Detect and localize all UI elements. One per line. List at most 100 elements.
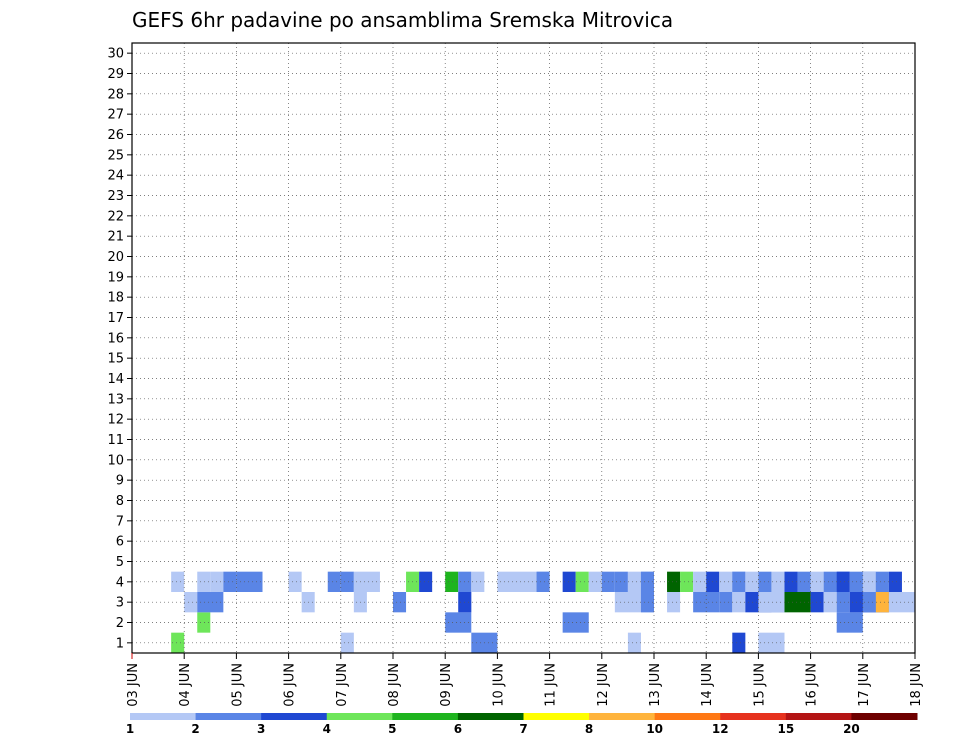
y-tick-label: 24 — [107, 169, 124, 184]
y-tick-label: 2 — [116, 616, 124, 631]
colorbar-label: 15 — [777, 722, 794, 736]
x-tick-label: 16 JUN — [805, 663, 820, 707]
y-tick-label: 28 — [107, 87, 124, 102]
colorbar-swatch — [654, 713, 721, 720]
heatmap-cell — [640, 571, 654, 592]
heatmap-cell — [875, 592, 889, 613]
heatmap-cell — [836, 592, 850, 613]
heatmap-cell — [340, 571, 354, 592]
y-tick-label: 16 — [107, 331, 124, 346]
colorbar-swatch — [326, 713, 393, 720]
y-tick-label: 23 — [107, 189, 124, 204]
y-tick-label: 29 — [107, 67, 124, 82]
heatmap-cell — [340, 632, 354, 653]
heatmap-cell — [562, 612, 589, 633]
colorbar-label: 2 — [191, 722, 199, 736]
heatmap-cell — [393, 592, 407, 613]
colorbar-label: 20 — [843, 722, 860, 736]
heatmap-cell — [875, 571, 889, 592]
x-tick-label: 08 JUN — [387, 663, 402, 707]
heatmap-cell — [536, 571, 550, 592]
colorbar-swatch — [130, 713, 197, 720]
colorbar-label: 10 — [646, 722, 663, 736]
y-tick-label: 8 — [116, 494, 124, 509]
heatmap-cell — [419, 571, 433, 592]
heatmap-cell — [327, 571, 341, 592]
colorbar-swatch — [589, 713, 656, 720]
heatmap-cell — [823, 592, 837, 613]
y-tick-label: 26 — [107, 128, 124, 143]
colorbar-swatch — [261, 713, 328, 720]
heatmap-cell — [719, 592, 733, 613]
x-tick-label: 14 JUN — [700, 663, 715, 707]
y-tick-label: 6 — [116, 535, 124, 550]
heatmap-cell — [771, 592, 785, 613]
y-tick-label: 21 — [107, 230, 124, 245]
y-tick-label: 3 — [116, 596, 124, 611]
heatmap-cell — [471, 571, 485, 592]
x-tick-label: 09 JUN — [439, 663, 454, 707]
heatmap-cell — [614, 571, 628, 592]
heatmap-cell — [836, 571, 850, 592]
heatmap-cell — [732, 632, 746, 653]
colorbar-label: 6 — [454, 722, 462, 736]
heatmap-cell — [836, 612, 863, 633]
heatmap-cell — [445, 612, 472, 633]
x-tick-label: 03 JUN — [126, 663, 141, 707]
colorbar-swatch — [195, 713, 262, 720]
y-tick-label: 7 — [116, 514, 124, 529]
colorbar-swatch — [851, 713, 918, 720]
x-tick-label: 13 JUN — [648, 663, 663, 707]
heatmap-cell — [588, 571, 602, 592]
y-tick-label: 9 — [116, 474, 124, 489]
y-tick-label: 14 — [107, 372, 124, 387]
colorbar-swatch — [457, 713, 524, 720]
y-tick-label: 18 — [107, 291, 124, 306]
heatmap-cell — [288, 571, 302, 592]
heatmap-cell — [640, 592, 654, 613]
heatmap-cell — [667, 571, 681, 592]
heatmap-cell — [862, 571, 876, 592]
heatmap-cell — [784, 592, 811, 613]
x-axis-ticks: 03 JUN 04 JUN 05 JUN 06 JUN 07 JUN 08 JUN 09 J… — [126, 653, 924, 707]
heatmap-cell — [888, 571, 902, 592]
colorbar-swatch — [523, 713, 590, 720]
heatmap-cell — [627, 632, 641, 653]
heatmap-cell — [184, 592, 198, 613]
y-tick-label: 10 — [107, 453, 124, 468]
colorbar-label: 12 — [712, 722, 729, 736]
colorbar-label: 3 — [257, 722, 265, 736]
y-tick-label: 30 — [107, 47, 124, 62]
y-tick-label: 12 — [107, 413, 124, 428]
heatmap-cell — [562, 571, 576, 592]
x-tick-label: 12 JUN — [596, 663, 611, 707]
colorbar-label: 8 — [585, 722, 593, 736]
heatmap-cells — [171, 571, 915, 653]
y-tick-label: 17 — [107, 311, 124, 326]
heatmap-cell — [171, 571, 185, 592]
x-tick-label: 04 JUN — [178, 663, 193, 707]
heatmap-cell — [197, 571, 211, 592]
y-tick-label: 4 — [116, 575, 124, 590]
heatmap-cell — [575, 571, 589, 592]
heatmap-cell — [171, 632, 185, 653]
x-tick-label: 05 JUN — [230, 663, 245, 707]
colorbar-swatch — [785, 713, 852, 720]
heatmap-cell — [223, 571, 237, 592]
y-tick-label: 5 — [116, 555, 124, 570]
heatmap-cell — [680, 571, 694, 592]
plot-frame — [131, 42, 916, 654]
colorbar-label: 7 — [519, 722, 527, 736]
colorbar-label: 1 — [126, 722, 134, 736]
x-tick-label: 10 JUN — [491, 663, 506, 707]
colorbar-swatch — [720, 713, 787, 720]
heatmap-cell — [810, 592, 824, 613]
heatmap-cell — [693, 571, 707, 592]
y-tick-label: 11 — [107, 433, 124, 448]
y-tick-label: 22 — [107, 209, 124, 224]
chart-title: GEFS 6hr padavine po ansamblima Sremska … — [132, 8, 673, 32]
colorbar-label: 4 — [323, 722, 331, 736]
y-tick-label: 19 — [107, 270, 124, 285]
heatmap-cell — [888, 592, 915, 613]
